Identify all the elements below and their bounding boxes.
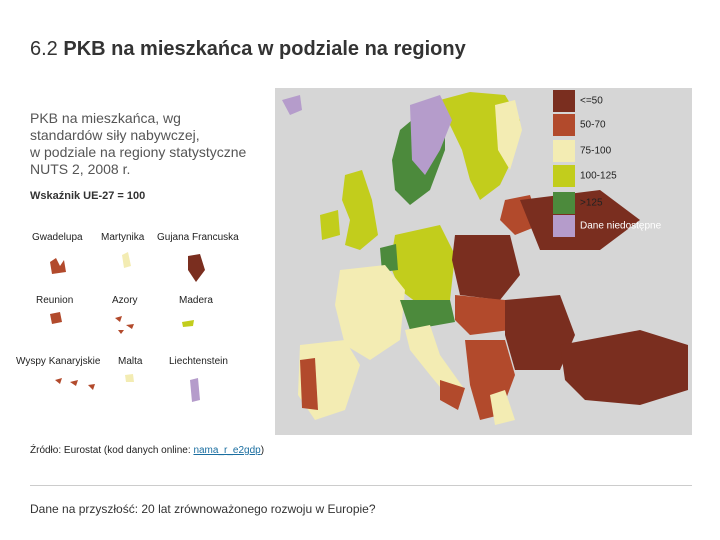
legend-swatch: [553, 215, 575, 237]
inset-label: Martynika: [101, 232, 145, 243]
description-line: standardów siły nabywczej,: [30, 127, 200, 143]
region: [560, 330, 688, 405]
inset-label: Gwadelupa: [32, 232, 83, 243]
title-text: PKB na mieszkańca w podziale na regiony: [63, 38, 466, 60]
region: [400, 300, 455, 330]
title: 6.2 PKB na mieszkańca w podziale na regi…: [30, 38, 466, 61]
region: [495, 100, 522, 170]
legend-label: Dane niedostępne: [580, 221, 662, 232]
region: [490, 390, 515, 425]
inset-shape: [50, 312, 62, 324]
legend-label: 50-70: [580, 120, 606, 131]
footer: Dane na przyszłość: 20 lat zrównoważoneg…: [30, 502, 376, 516]
inset-shape: [55, 378, 95, 390]
inset-shape: [190, 378, 200, 402]
inset-label: Malta: [118, 356, 143, 367]
inset-shape: [50, 258, 66, 274]
inset-label: Reunion: [36, 295, 74, 306]
region: [410, 95, 452, 175]
description-line: NUTS 2, 2008 r.: [30, 161, 131, 177]
description-line: w podziale na regiony statystyczne: [30, 144, 247, 160]
region: [455, 295, 510, 335]
inset-shape: [182, 320, 194, 327]
legend-label: 75-100: [580, 146, 612, 157]
region: [282, 95, 302, 115]
region: [300, 358, 318, 410]
source: Źródło: Eurostat (kod danych online: nam…: [30, 445, 264, 456]
legend-label: <=50: [580, 96, 603, 107]
legend-swatch: [553, 192, 575, 214]
source-text: Źródło: Eurostat (kod danych online:: [30, 445, 194, 456]
description-line: PKB na mieszkańca, wg: [30, 110, 181, 126]
region: [520, 190, 640, 250]
region: [440, 380, 465, 410]
legend-swatch: [553, 140, 575, 162]
description: PKB na mieszkańca, wg standardów siły nab…: [30, 110, 246, 178]
region: [380, 244, 398, 272]
source-link[interactable]: nama_r_e2gdp: [193, 445, 261, 456]
inset-label: Azory: [112, 295, 138, 306]
legend: <=50 50-70 75-100 100-125 >125 Dane niedostęp…: [553, 90, 662, 237]
region: [452, 235, 520, 300]
region: [320, 210, 340, 240]
legend-swatch: [553, 90, 575, 112]
region: [390, 225, 455, 305]
legend-swatch: [553, 114, 575, 136]
legend-label: >125: [580, 198, 603, 209]
inset-shape: [122, 252, 131, 268]
inset-label: Liechtenstein: [169, 356, 228, 367]
inset-label: Wyspy Kanaryjskie: [16, 356, 101, 367]
region: [342, 170, 378, 250]
divider: [30, 485, 692, 486]
inset-shape: [125, 374, 134, 382]
inset-label: Madera: [179, 295, 213, 306]
legend-swatch: [553, 165, 575, 187]
index-note: Wskaźnik UE-27 = 100: [30, 190, 146, 202]
title-number: 6.2: [30, 38, 58, 60]
inset-shape: [115, 316, 134, 334]
source-text: ): [260, 445, 265, 456]
region: [505, 295, 575, 370]
legend-label: 100-125: [580, 171, 617, 182]
inset-label: Gujana Francuska: [157, 232, 239, 243]
region: [335, 265, 405, 360]
inset-shape: [188, 254, 205, 282]
